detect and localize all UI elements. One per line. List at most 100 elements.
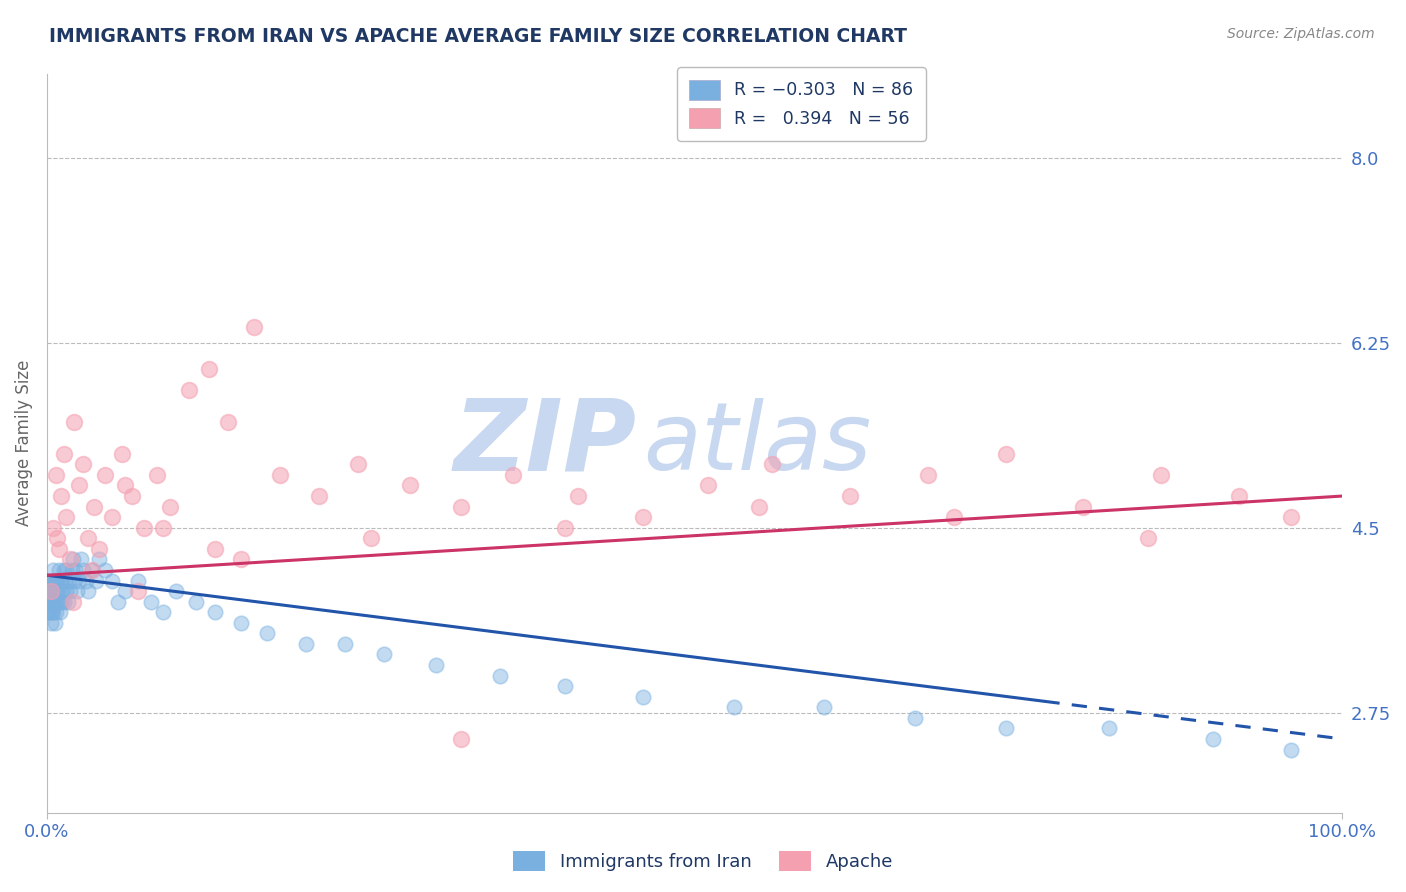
Point (346, 458, 368, 472)
Point (58, 574, 80, 588)
Point (39, 584, 62, 599)
Point (100, 574, 122, 588)
Point (159, 500, 181, 514)
Point (256, 626, 278, 640)
Point (217, 415, 239, 429)
Point (52, 447, 75, 461)
Point (44, 574, 66, 588)
Point (46, 574, 69, 588)
Point (37, 605, 59, 619)
Point (165, 584, 187, 599)
Point (111, 447, 134, 461)
Point (1227, 489, 1250, 503)
Point (243, 320, 266, 334)
Point (42, 605, 65, 619)
Point (49, 605, 72, 619)
Point (761, 458, 783, 472)
Point (269, 467, 291, 482)
Y-axis label: Average Family Size: Average Family Size (15, 360, 32, 526)
Point (53, 574, 76, 588)
Point (107, 595, 129, 609)
Point (56, 595, 79, 609)
Text: IMMIGRANTS FROM IRAN VS APACHE AVERAGE FAMILY SIZE CORRELATION CHART: IMMIGRANTS FROM IRAN VS APACHE AVERAGE F… (49, 27, 907, 45)
Point (41, 605, 63, 619)
Point (100, 510, 122, 524)
Point (46, 595, 69, 609)
Point (42, 595, 65, 609)
Point (59, 584, 82, 599)
Point (38, 584, 60, 599)
Point (813, 700, 835, 714)
Point (398, 478, 420, 492)
Point (146, 467, 169, 482)
Point (139, 595, 162, 609)
Point (65, 563, 87, 577)
Point (1098, 722, 1121, 736)
Point (94, 563, 117, 577)
Point (839, 489, 862, 503)
Point (39, 605, 62, 619)
Point (631, 510, 654, 524)
Point (82, 563, 104, 577)
Point (77, 531, 100, 545)
Point (450, 500, 472, 514)
Point (373, 648, 395, 662)
Point (631, 690, 654, 704)
Point (67, 478, 90, 492)
Point (84, 574, 107, 588)
Point (39, 574, 62, 588)
Point (55, 563, 77, 577)
Text: Source: ZipAtlas.com: Source: ZipAtlas.com (1227, 27, 1375, 41)
Point (75, 574, 97, 588)
Point (62, 552, 84, 566)
Point (39, 584, 62, 599)
Point (48, 541, 70, 556)
Point (52, 595, 75, 609)
Point (204, 605, 226, 619)
Point (38, 605, 60, 619)
Point (69, 552, 91, 566)
Point (72, 458, 94, 472)
Point (52, 563, 75, 577)
Point (49, 574, 72, 588)
Point (77, 584, 100, 599)
Point (308, 489, 330, 503)
Point (46, 584, 69, 599)
Point (94, 467, 117, 482)
Point (55, 584, 77, 599)
Point (333, 637, 356, 651)
Point (45, 467, 67, 482)
Point (62, 595, 84, 609)
Point (42, 584, 65, 599)
Point (45, 574, 67, 588)
Point (917, 467, 939, 482)
Point (1279, 510, 1302, 524)
Point (994, 722, 1017, 736)
Point (127, 574, 149, 588)
Point (38, 595, 60, 609)
Point (45, 605, 67, 619)
Point (114, 584, 136, 599)
Point (39, 595, 62, 609)
Point (489, 668, 512, 682)
Point (37, 584, 59, 599)
Point (1137, 531, 1160, 545)
Point (49, 595, 72, 609)
Point (87, 541, 110, 556)
Point (66, 584, 89, 599)
Point (87, 552, 110, 566)
Point (44, 615, 66, 630)
Point (696, 478, 718, 492)
Point (994, 447, 1017, 461)
Point (502, 467, 524, 482)
Point (942, 510, 965, 524)
Legend: R = −0.303   N = 86, R =   0.394   N = 56: R = −0.303 N = 86, R = 0.394 N = 56 (678, 68, 925, 141)
Point (41, 574, 63, 588)
Point (38, 574, 60, 588)
Point (295, 637, 318, 651)
Point (42, 563, 65, 577)
Text: atlas: atlas (643, 398, 872, 489)
Point (567, 489, 589, 503)
Point (114, 478, 136, 492)
Point (904, 711, 927, 725)
